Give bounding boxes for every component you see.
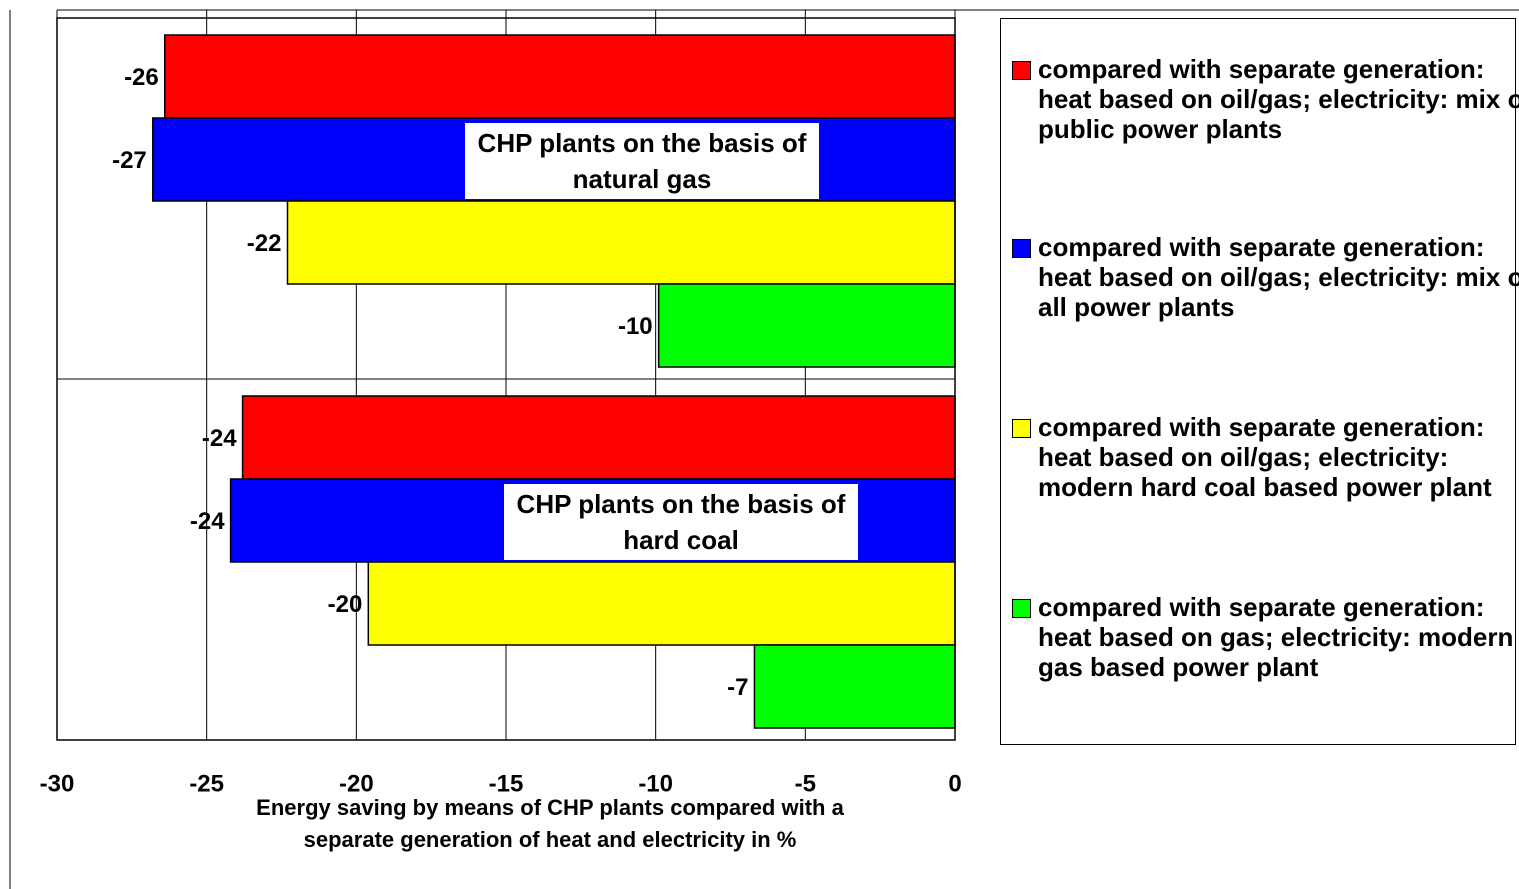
x-tick-label: -5: [795, 770, 816, 797]
group-label: CHP plants on the basis of natural gas: [465, 123, 819, 199]
legend-swatch: [1012, 599, 1031, 618]
x-tick-label: -10: [638, 770, 673, 797]
data-label: -26: [124, 64, 159, 91]
x-tick-label: 0: [948, 770, 961, 797]
data-label: -20: [328, 591, 363, 618]
group-label: CHP plants on the basis of hard coal: [504, 484, 858, 560]
legend-label: compared with separate generation: heat …: [1038, 412, 1492, 502]
bar: [164, 34, 956, 119]
x-tick-label: -30: [40, 770, 75, 797]
bar: [286, 200, 956, 285]
legend-item: compared with separate generation: heat …: [1012, 412, 1519, 502]
x-tick-label: -20: [339, 770, 374, 797]
legend-item: compared with separate generation: heat …: [1012, 54, 1519, 144]
legend: compared with separate generation: heat …: [1000, 18, 1519, 745]
legend-label: compared with separate generation: heat …: [1038, 232, 1519, 322]
data-label: -10: [618, 313, 653, 340]
bar: [367, 561, 956, 646]
legend-swatch: [1012, 419, 1031, 438]
data-label: -22: [247, 230, 282, 257]
data-label: -27: [112, 147, 147, 174]
x-tick-label: -15: [489, 770, 524, 797]
bar: [241, 395, 956, 480]
x-tick-label: -25: [189, 770, 224, 797]
data-label: -24: [202, 425, 237, 452]
bar: [753, 644, 956, 729]
legend-item: compared with separate generation: heat …: [1012, 232, 1519, 322]
legend-item: compared with separate generation: heat …: [1012, 592, 1519, 682]
plot-frame: [56, 17, 956, 741]
legend-swatch: [1012, 61, 1031, 80]
legend-label: compared with separate generation: heat …: [1038, 592, 1514, 682]
data-label: -7: [727, 674, 748, 701]
legend-swatch: [1012, 239, 1031, 258]
bar: [657, 283, 956, 368]
data-label: -24: [190, 508, 225, 535]
legend-label: compared with separate generation: heat …: [1038, 54, 1519, 144]
x-axis-label: Energy saving by means of CHP plants com…: [256, 795, 844, 852]
